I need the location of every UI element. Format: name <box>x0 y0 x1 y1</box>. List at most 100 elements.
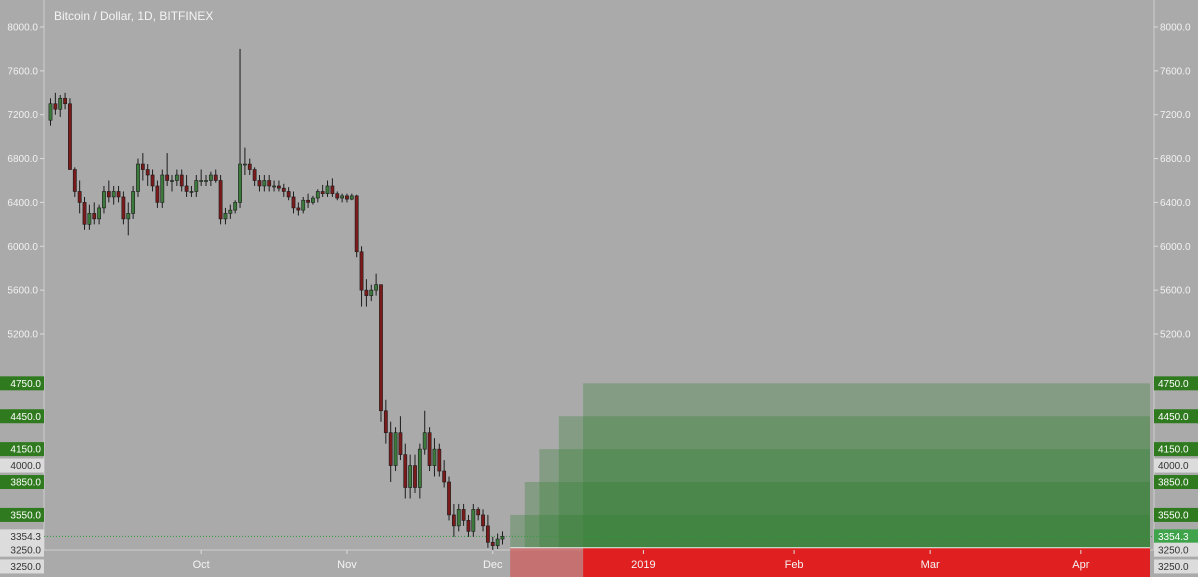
candle-body <box>393 432 398 466</box>
candle-body <box>126 213 131 220</box>
x-tick-label: Feb <box>785 559 804 571</box>
candle-body <box>379 284 383 412</box>
candle-body <box>97 207 102 220</box>
candle-body <box>442 470 447 483</box>
candle-body <box>369 289 374 296</box>
candle-body <box>257 180 262 187</box>
right-badge-label: 3250.0 <box>1158 545 1189 556</box>
candle-body <box>121 196 126 220</box>
candle-body <box>272 185 276 188</box>
candle-body <box>277 185 281 189</box>
candle-body <box>296 207 301 211</box>
x-tick-label: 2019 <box>631 559 655 571</box>
candle-body <box>281 187 286 192</box>
right-badge-label: 3850.0 <box>1158 478 1189 489</box>
right-badge-5 <box>1154 507 1198 522</box>
candle-body <box>466 520 471 532</box>
target-zone-2 <box>524 482 1150 548</box>
target-zone-5 <box>583 383 1150 548</box>
candle-body <box>238 163 242 203</box>
candle-body <box>311 197 315 203</box>
left-badge-2 <box>0 442 44 457</box>
candle-body <box>427 432 432 466</box>
candle-body <box>291 196 296 209</box>
right-badge-6 <box>1154 529 1198 544</box>
candle-body <box>160 174 165 203</box>
candle-body <box>262 180 267 187</box>
candle-body <box>58 97 63 110</box>
candle-body <box>374 284 379 291</box>
left-badge-label: 3250.0 <box>10 562 41 573</box>
right-badge-label: 4450.0 <box>1158 412 1189 423</box>
left-badge-0 <box>0 376 44 391</box>
candle-body <box>437 448 442 472</box>
candle-body <box>199 180 204 182</box>
left-badge-5 <box>0 507 44 522</box>
candle-body <box>194 180 199 192</box>
candle-body <box>340 195 345 199</box>
y-tick-label-left: 7200.0 <box>7 110 38 121</box>
y-tick-label-left: 5600.0 <box>7 286 38 297</box>
left-badge-1 <box>0 409 44 424</box>
candle-body <box>77 191 82 203</box>
candle-body <box>456 509 461 527</box>
candle-body <box>447 481 451 516</box>
candle-body <box>388 432 393 466</box>
stop-zone <box>583 547 1150 577</box>
left-badge-label: 3850.0 <box>10 478 41 489</box>
candle-body <box>325 185 330 194</box>
candle-body <box>170 180 174 182</box>
x-tick-label: Mar <box>921 559 940 571</box>
left-badge-label: 3250.0 <box>10 545 41 556</box>
candle-body <box>204 180 208 182</box>
y-tick-label-left: 6400.0 <box>7 198 38 209</box>
candle-body <box>495 538 500 546</box>
candle-body <box>247 163 252 170</box>
candle-body <box>111 191 116 198</box>
candle-body <box>417 448 422 488</box>
candle-body <box>383 410 388 433</box>
candle-body <box>335 193 340 199</box>
candle-body <box>165 174 170 181</box>
candle-body <box>413 465 417 488</box>
candle-body <box>228 209 233 214</box>
x-tick-label: Nov <box>337 559 357 571</box>
candle-body <box>155 185 160 203</box>
candle-body <box>500 536 505 540</box>
right-badge-7 <box>1154 542 1198 557</box>
y-tick-label-right: 5200.0 <box>1160 330 1191 341</box>
candle-body <box>403 454 408 488</box>
candle-body <box>233 202 238 211</box>
chart-title: Bitcoin / Dollar, 1D, BITFINEX <box>54 9 214 23</box>
candle-body <box>116 191 121 198</box>
y-tick-label-right: 6800.0 <box>1160 154 1191 165</box>
candle-body <box>354 195 359 253</box>
candle-body <box>150 174 155 187</box>
left-badge-label: 4750.0 <box>10 379 41 390</box>
y-tick-label-right: 6400.0 <box>1160 198 1191 209</box>
y-tick-label-left: 6000.0 <box>7 242 38 253</box>
candle-body <box>451 514 456 527</box>
candle-body <box>140 163 145 170</box>
candle-body <box>306 199 310 203</box>
candle-body <box>53 103 58 110</box>
candle-body <box>315 191 320 199</box>
y-tick-label-left: 6800.0 <box>7 154 38 165</box>
right-badge-label: 4000.0 <box>1158 461 1189 472</box>
left-badge-label: 4000.0 <box>10 461 41 472</box>
x-tick-label: Apr <box>1072 559 1089 571</box>
right-badge-label: 4750.0 <box>1158 379 1189 390</box>
candle-body <box>179 174 184 187</box>
candle-body <box>252 169 257 181</box>
left-badge-7 <box>0 542 44 557</box>
candle-body <box>106 191 111 198</box>
left-badge-label: 4450.0 <box>10 412 41 423</box>
candle-body <box>174 174 179 181</box>
candle-body <box>63 97 67 105</box>
candle-body <box>92 213 97 220</box>
candle-body <box>364 289 369 296</box>
candle-body <box>87 213 92 225</box>
left-badge-6 <box>0 529 44 544</box>
